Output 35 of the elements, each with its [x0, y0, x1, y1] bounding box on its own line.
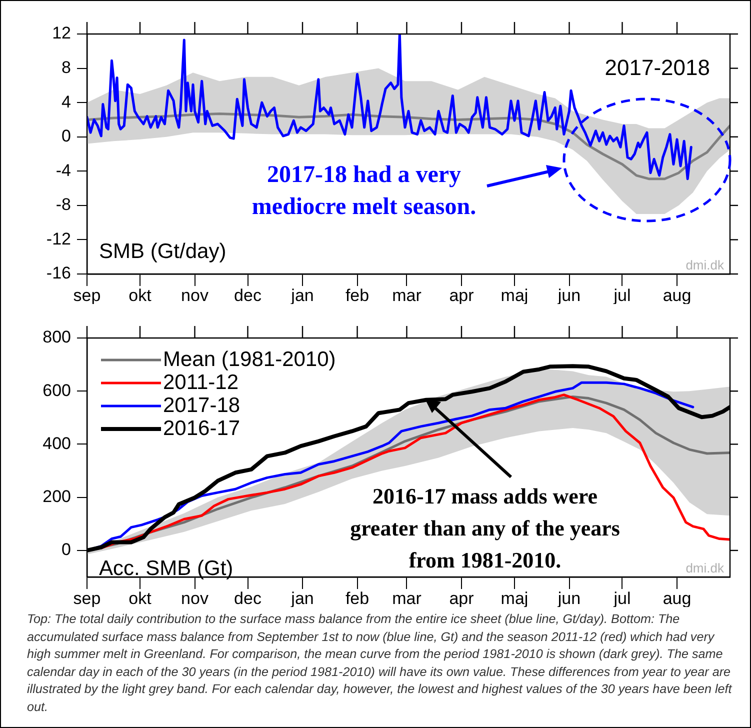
y-tick-label: -16: [46, 264, 71, 283]
y-tick-label: 4: [62, 92, 71, 112]
y-tick-label: 600: [42, 380, 71, 400]
annotation: Acc. SMB (Gt): [99, 556, 234, 580]
y-tick-label: 400: [42, 434, 71, 453]
annotation: 2017-18 had a very mediocre melt season.: [252, 162, 476, 220]
y-tick-label: -4: [56, 160, 71, 180]
annotation: dmi.dk: [686, 258, 724, 273]
y-tick-label: 800: [42, 328, 71, 347]
legend-label: 2017-18: [163, 394, 240, 417]
y-tick-label: -12: [46, 229, 71, 248]
y-tick-label: 0: [62, 540, 71, 560]
x-tick-label: mar: [392, 588, 422, 608]
x-tick-label: dec: [234, 286, 262, 305]
x-tick-label: mar: [392, 286, 422, 305]
x-tick-label: feb: [345, 286, 370, 305]
y-tick-label: 200: [42, 487, 71, 506]
legend-label: 2011-12: [163, 370, 239, 394]
annotation: dmi.dk: [686, 560, 724, 576]
x-tick-label: nov: [181, 588, 209, 608]
annotation: SMB (Gt/day): [99, 240, 226, 263]
x-tick-label: nov: [181, 286, 209, 305]
y-tick-label: 12: [52, 24, 71, 43]
y-tick-label: -8: [56, 195, 71, 214]
y-tick-label: 0: [62, 126, 71, 146]
legend-label: Mean (1981-2010): [163, 348, 336, 371]
x-tick-label: dec: [234, 588, 262, 608]
legend-label: 2016-17: [163, 416, 240, 440]
x-tick-label: okt: [128, 588, 152, 608]
y-tick-label: 8: [62, 58, 71, 77]
x-tick-label: feb: [345, 588, 370, 608]
x-tick-label: okt: [128, 286, 152, 305]
annotation: 2017-2018: [604, 55, 710, 80]
annotation: 2016-17 mass adds were greater than any of the years from 1981-2010.: [350, 484, 620, 573]
text: Top: The total daily contribution to the surface mass balance from the entire ice sheet (blue line, Gt/day). Bottom: The accumulated surface mass balance from September 1st to now (blue line, Gt) and the season 2011-12 (red) which had very high summer melt in Greenland. For comparison, the mean curve from the period 1981-2010 is shown (dark grey). The same calendar day in each of the 30 years (in the period 1981-2010) will have its own value. These differences from year to year are illustrated by the light grey band. For each calendar day, however, the lowest and highest values of the 30 years have been left out.: [27, 611, 734, 716]
